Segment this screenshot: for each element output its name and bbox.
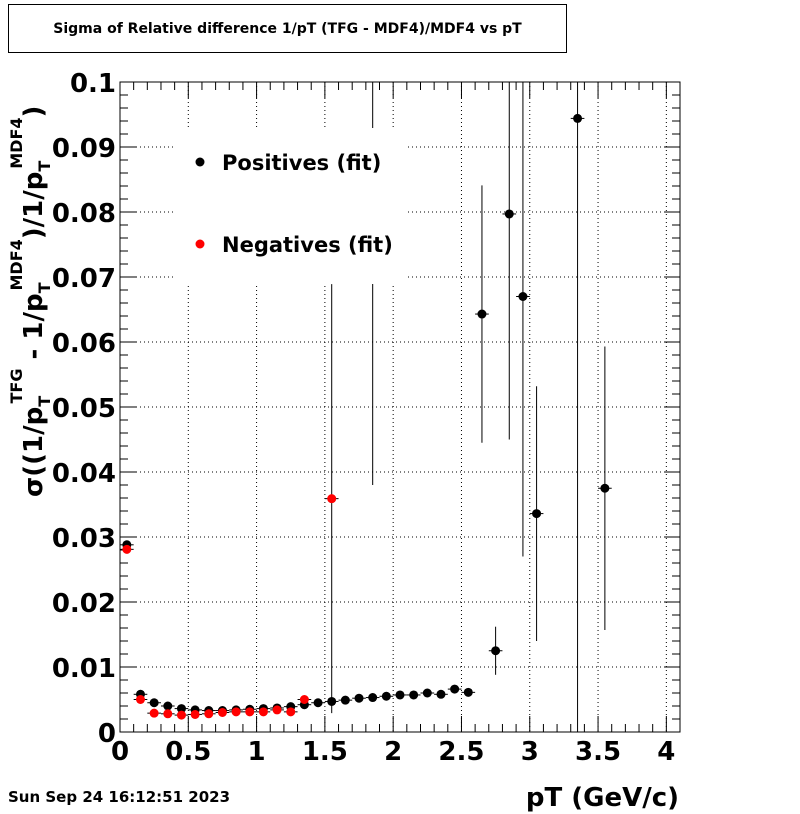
data-point-negatives	[122, 544, 132, 554]
y-tick-label: 0.09	[52, 134, 116, 164]
y-axis-title-sup3: MDF4	[7, 117, 26, 168]
y-axis-title-end1: )/1/p	[19, 172, 49, 240]
data-point-negatives	[299, 695, 309, 704]
legend-label-negatives: Negatives (fit)	[222, 233, 393, 257]
x-tick-label: 3	[521, 737, 539, 767]
chart-title: Sigma of Relative difference 1/pT (TFG -…	[53, 20, 522, 37]
x-tick-label: 2.5	[438, 737, 484, 767]
y-axis-title-sup1: TFG	[7, 369, 26, 404]
data-point-negatives	[204, 709, 214, 719]
data-point-positives	[395, 690, 405, 700]
x-tick-label: 0	[111, 737, 129, 767]
legend-marker-positives	[195, 157, 205, 167]
timestamp: Sun Sep 24 16:12:51 2023	[8, 788, 231, 806]
y-axis-title-end2: )	[19, 106, 49, 118]
data-point-negatives	[327, 494, 337, 504]
data-point-positives	[600, 483, 610, 493]
data-point-negatives	[217, 708, 227, 717]
svg-text:σ((1/pTTFG - 1/pTMDF4)/1/pTMDF: σ((1/pTTFG - 1/pTMDF4)/1/pTMDF4)	[7, 106, 54, 497]
data-point-positives	[422, 688, 432, 698]
y-tick-label: 0.1	[70, 69, 116, 99]
data-point-negatives	[258, 707, 268, 717]
data-point-negatives	[286, 707, 296, 717]
x-tick-labels: 0 0.5 1 1.5 2 2.5 3 3.5 4	[111, 737, 675, 767]
data-point-positives	[532, 509, 542, 519]
x-tick-label: 4	[657, 737, 675, 767]
data-point-positives	[436, 689, 446, 699]
y-tick-label: 0.02	[52, 589, 116, 619]
x-tick-label: 0.5	[165, 737, 211, 767]
data-point-positives	[340, 695, 350, 705]
data-point-positives	[354, 693, 364, 703]
y-tick-label: 0.06	[52, 329, 116, 359]
y-axis-title-sub1: T	[35, 396, 54, 407]
data-point-negatives	[231, 707, 241, 717]
data-point-positives	[477, 309, 487, 319]
data-point-negatives	[176, 710, 186, 720]
data-point-positives	[176, 704, 186, 714]
y-tick-label: 0.05	[52, 394, 116, 424]
y-tick-label: 0.01	[52, 654, 116, 684]
data-point-negatives	[135, 695, 145, 704]
x-axis-title: pT (GeV/c)	[526, 783, 679, 813]
x-tick-label: 1	[248, 737, 266, 767]
data-point-negatives	[245, 707, 255, 717]
legend-label-positives: Positives (fit)	[222, 151, 381, 175]
y-tick-label: 0.08	[52, 199, 116, 229]
data-point-positives	[573, 113, 583, 123]
data-point-positives	[518, 292, 528, 301]
y-axis-title: σ((1/pTTFG - 1/pTMDF4)/1/pTMDF4)	[7, 106, 54, 497]
data-point-positives	[409, 690, 419, 700]
y-tick-label: 0.07	[52, 264, 116, 294]
data-point-positives	[450, 684, 460, 694]
y-axis-title-sub2: T	[35, 282, 54, 293]
data-point-positives	[368, 693, 378, 703]
axis-ticks	[119, 81, 680, 733]
data-point-negatives	[190, 709, 200, 719]
y-tick-label: 0.04	[52, 459, 116, 489]
y-tick-labels: 0 0.01 0.02 0.03 0.04 0.05 0.06 0.07 0.08 0.09 0.1	[52, 69, 116, 749]
data-point-positives	[313, 698, 323, 708]
y-axis-title-main: σ((1/p	[19, 407, 49, 497]
y-tick-label: 0	[98, 719, 116, 749]
x-tick-label: 1.5	[302, 737, 348, 767]
x-tick-label: 2	[384, 737, 402, 767]
title-box: Sigma of Relative difference 1/pT (TFG -…	[8, 4, 567, 53]
data-point-negatives	[272, 705, 282, 715]
data-point-positives	[504, 209, 514, 219]
legend: Positives (fit) Negatives (fit)	[176, 128, 408, 284]
y-axis-title-sub3: T	[35, 161, 54, 172]
y-axis-title-sup2: MDF4	[7, 239, 26, 290]
data-point-negatives	[163, 709, 173, 719]
data-point-positives	[463, 687, 473, 697]
data-point-positives	[491, 646, 501, 656]
y-tick-label: 0.03	[52, 524, 116, 554]
data-point-positives	[149, 698, 159, 708]
y-axis-title-mid: - 1/p	[19, 293, 49, 368]
data-point-negatives	[149, 708, 159, 718]
data-point-positives	[163, 701, 173, 711]
data-point-positives	[381, 691, 391, 701]
data-points	[120, 82, 612, 732]
legend-box	[176, 128, 408, 284]
x-tick-label: 3.5	[575, 737, 621, 767]
legend-marker-negatives	[195, 239, 205, 249]
